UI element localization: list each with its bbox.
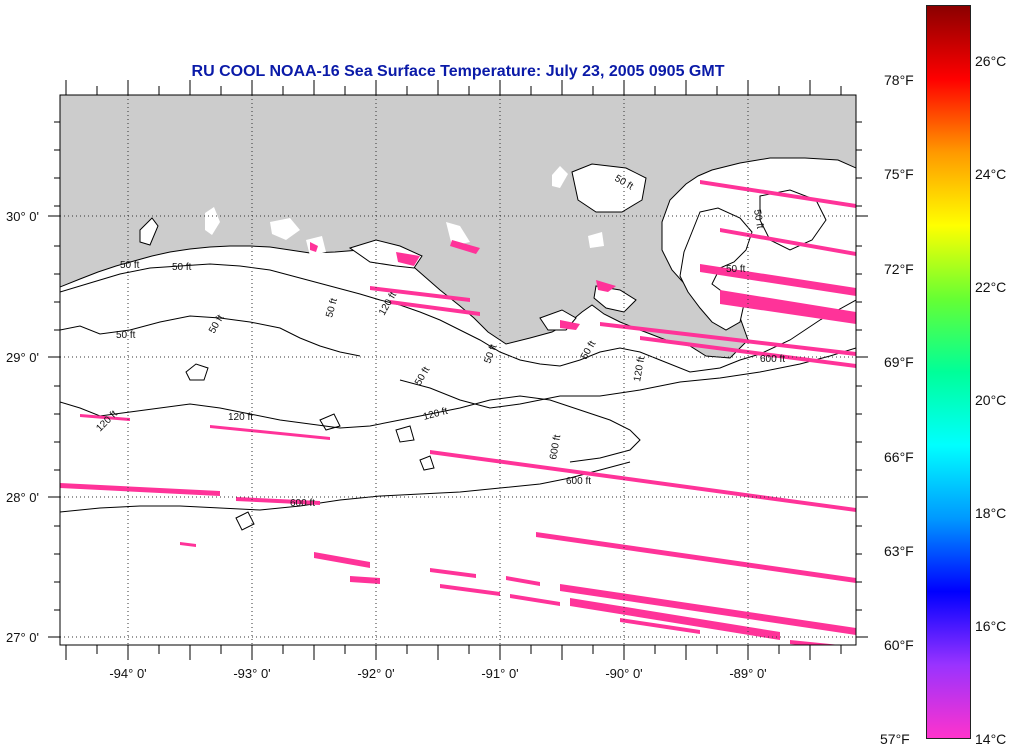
lake-small-6 <box>588 232 604 248</box>
contour-small-3 <box>235 511 255 531</box>
sst-streak <box>440 584 500 596</box>
sst-streak <box>80 414 130 421</box>
sst-streak <box>430 450 856 512</box>
contour-label: 120 ft <box>228 412 253 423</box>
colorbar-celsius-label: 20°C <box>975 392 1007 408</box>
sst-streak <box>506 576 540 586</box>
temperature-colorbar <box>926 5 971 739</box>
lon-label: -94° 0' <box>109 666 146 681</box>
sst-streak <box>720 228 856 256</box>
left-ticks <box>48 121 60 638</box>
lat-label: 27° 0' <box>6 630 39 645</box>
contour-small-2 <box>419 455 435 471</box>
lon-label: -89° 0' <box>729 666 766 681</box>
delta-marsh-2 <box>759 189 827 251</box>
contour-small-5 <box>395 425 415 443</box>
sst-streak <box>536 532 856 583</box>
lon-label: -90° 0' <box>605 666 642 681</box>
colorbar-fahrenheit-label: 72°F <box>884 261 914 277</box>
lat-label: 29° 0' <box>6 350 39 365</box>
contour-label: 50 ft <box>120 260 140 271</box>
colorbar-celsius-label: 14°C <box>975 731 1007 747</box>
contour-label: 600 ft <box>290 498 315 509</box>
lake-small-2 <box>205 207 220 235</box>
sst-streak <box>370 286 470 302</box>
lake-pontchartrain <box>571 163 647 213</box>
contour-50ft <box>60 263 856 373</box>
contour-label: 50 ft <box>324 297 340 319</box>
colorbar-celsius-label: 24°C <box>975 166 1007 182</box>
contour-label: 600 ft <box>566 476 591 487</box>
top-ticks <box>65 80 842 95</box>
lake-small-1 <box>552 166 568 188</box>
sst-streak <box>560 320 580 330</box>
colorbar-fahrenheit-label: 66°F <box>884 449 914 465</box>
sst-streak <box>60 483 220 496</box>
sst-streak <box>700 264 856 296</box>
contour-label: 120 ft <box>632 356 647 383</box>
contour-small-4 <box>319 413 341 431</box>
sst-streak <box>510 594 560 606</box>
sst-streak <box>560 584 856 635</box>
sst-streak <box>396 252 420 266</box>
lat-label: 28° 0' <box>6 490 39 505</box>
colorbar-fahrenheit-label: 75°F <box>884 166 914 182</box>
sst-streak <box>600 322 856 356</box>
colorbar-fahrenheit-label: 69°F <box>884 354 914 370</box>
colorbar-celsius-label: 26°C <box>975 53 1007 69</box>
contour-120ft <box>60 395 641 463</box>
colorbar-celsius-label: 18°C <box>975 505 1007 521</box>
sst-streak <box>620 618 700 634</box>
contour-600ft <box>60 461 631 513</box>
contour-label: 50 ft <box>726 264 746 275</box>
colorbar-fahrenheit-label: 60°F <box>884 637 914 653</box>
graticule <box>60 95 856 645</box>
map-frame <box>59 94 857 646</box>
sst-streak <box>570 598 780 640</box>
colorbar-fahrenheit-label: 57°F <box>880 731 910 747</box>
lake-small-3 <box>270 218 300 240</box>
sst-streak <box>310 242 318 252</box>
sst-streak <box>390 300 480 316</box>
sst-streak <box>210 425 330 440</box>
lake-calcasieu <box>139 217 159 246</box>
contour-label: 600 ft <box>548 434 563 461</box>
contour-120ft-2 <box>399 347 856 409</box>
map-title: RU COOL NOAA-16 Sea Surface Temperature:… <box>191 63 725 80</box>
sst-streak <box>790 640 840 645</box>
sst-streak <box>700 180 856 208</box>
colorbar-celsius-label: 22°C <box>975 279 1007 295</box>
bottom-ticks <box>65 645 842 660</box>
contour-label: 600 ft <box>760 354 785 365</box>
contour-label: 50 ft <box>172 262 192 273</box>
colorbar-fahrenheit-label: 63°F <box>884 543 914 559</box>
contour-label: 50 ft <box>116 330 136 341</box>
contour-50ft-inner <box>60 315 361 357</box>
sst-streak <box>350 576 380 584</box>
lon-label: -92° 0' <box>357 666 394 681</box>
lat-label: 30° 0' <box>6 209 39 224</box>
sst-streak <box>596 280 616 292</box>
colorbar-fahrenheit-label: 78°F <box>884 72 914 88</box>
sst-streak <box>430 568 476 578</box>
sst-streak <box>314 552 370 568</box>
sst-streak <box>180 542 196 547</box>
sst-streak <box>236 497 320 505</box>
lon-label: -93° 0' <box>233 666 270 681</box>
right-ticks <box>856 121 868 638</box>
colorbar-celsius-label: 16°C <box>975 618 1007 634</box>
sst-swath-patches <box>60 180 856 645</box>
contour-label: 50 ft <box>751 209 765 230</box>
sst-streak <box>450 240 480 254</box>
sst-streak <box>720 290 856 324</box>
lon-label: -91° 0' <box>481 666 518 681</box>
contour-small-1 <box>185 363 209 381</box>
